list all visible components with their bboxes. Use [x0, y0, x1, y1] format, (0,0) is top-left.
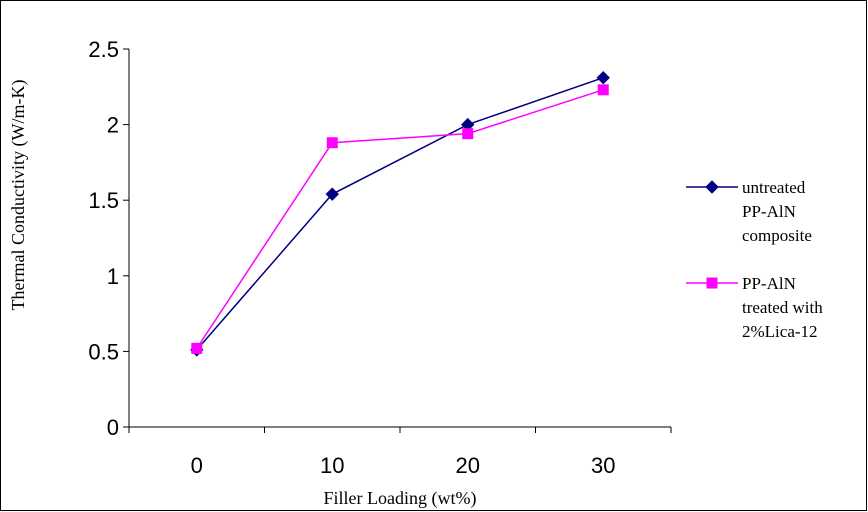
y-tick-label: 1: [107, 264, 119, 289]
y-axis: 0 0.5 1 1.5 2 2.5: [88, 37, 130, 440]
legend-label: PP-AlN: [742, 274, 796, 293]
x-tick-label: 10: [320, 453, 344, 478]
series-2: [191, 84, 609, 354]
data-point: [596, 71, 610, 85]
data-point: [191, 342, 203, 354]
legend-label: PP-AlN: [742, 202, 796, 221]
y-tick-label: 0.5: [88, 339, 119, 364]
legend-label: treated with: [742, 298, 823, 317]
legend-entry-2: PP-AlN treated with 2%Lica-12: [686, 274, 823, 341]
y-tick-label: 2.5: [88, 37, 119, 62]
legend: untreated PP-AlN composite PP-AlN treated wi…: [686, 178, 823, 341]
legend-swatch-marker: [705, 180, 719, 194]
data-point: [326, 137, 338, 149]
series-line: [196, 89, 604, 349]
series-layer: [190, 71, 610, 357]
legend-entry-1: untreated PP-AlN composite: [686, 178, 812, 245]
x-axis: 0 10 20 30: [128, 426, 672, 478]
y-tick-label: 2: [107, 113, 119, 138]
legend-label: composite: [742, 226, 812, 245]
x-tick-label: 30: [591, 453, 615, 478]
x-axis-title: Filler Loading (wt%): [324, 488, 477, 509]
x-tick-label: 20: [456, 453, 480, 478]
data-point: [325, 187, 339, 201]
legend-label: untreated: [742, 178, 806, 197]
legend-swatch-marker: [706, 277, 718, 289]
y-axis-title: Thermal Conductivity (W/m-K): [8, 80, 29, 311]
y-tick-label: 0: [107, 415, 119, 440]
data-point: [597, 84, 609, 96]
series-line: [196, 77, 604, 351]
x-tick-label: 0: [191, 453, 203, 478]
legend-label: 2%Lica-12: [742, 322, 818, 341]
y-tick-label: 1.5: [88, 188, 119, 213]
data-point: [462, 128, 474, 140]
